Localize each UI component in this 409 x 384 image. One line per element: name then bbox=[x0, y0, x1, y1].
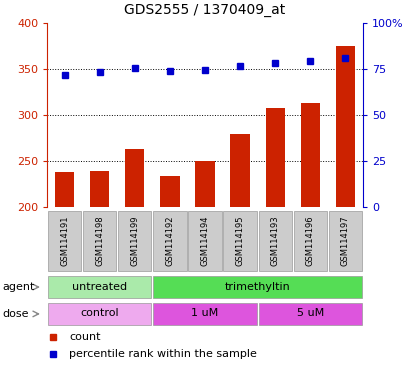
Text: 1 uM: 1 uM bbox=[191, 308, 218, 318]
Text: GDS2555 / 1370409_at: GDS2555 / 1370409_at bbox=[124, 3, 285, 17]
Text: percentile rank within the sample: percentile rank within the sample bbox=[69, 349, 256, 359]
Text: GSM114196: GSM114196 bbox=[305, 216, 314, 266]
Bar bbox=[258, 303, 361, 325]
Text: control: control bbox=[80, 308, 119, 318]
Text: count: count bbox=[69, 333, 101, 343]
Bar bbox=[160, 176, 179, 207]
Bar bbox=[48, 276, 151, 298]
Bar bbox=[335, 46, 354, 207]
Text: 5 uM: 5 uM bbox=[296, 308, 323, 318]
Bar bbox=[188, 210, 221, 271]
Bar bbox=[90, 171, 109, 207]
Bar bbox=[293, 210, 326, 271]
Text: GSM114199: GSM114199 bbox=[130, 216, 139, 266]
Text: GSM114197: GSM114197 bbox=[340, 216, 349, 266]
Bar bbox=[55, 172, 74, 207]
Bar bbox=[83, 210, 116, 271]
Bar bbox=[48, 303, 151, 325]
Text: GSM114193: GSM114193 bbox=[270, 216, 279, 266]
Text: dose: dose bbox=[2, 309, 29, 319]
Text: GSM114195: GSM114195 bbox=[235, 216, 244, 266]
Bar bbox=[125, 149, 144, 207]
Bar bbox=[230, 134, 249, 207]
Text: untreated: untreated bbox=[72, 281, 127, 291]
Text: GSM114192: GSM114192 bbox=[165, 216, 174, 266]
Text: agent: agent bbox=[2, 282, 34, 292]
Bar bbox=[265, 108, 284, 207]
Bar bbox=[300, 103, 319, 207]
Bar bbox=[223, 210, 256, 271]
Text: trimethyltin: trimethyltin bbox=[224, 281, 290, 291]
Bar bbox=[153, 303, 256, 325]
Bar bbox=[118, 210, 151, 271]
Text: GSM114198: GSM114198 bbox=[95, 216, 104, 266]
Bar bbox=[48, 210, 81, 271]
Bar bbox=[153, 276, 361, 298]
Bar bbox=[328, 210, 361, 271]
Bar bbox=[153, 210, 186, 271]
Text: GSM114194: GSM114194 bbox=[200, 216, 209, 266]
Bar bbox=[195, 161, 214, 207]
Bar bbox=[258, 210, 291, 271]
Text: GSM114191: GSM114191 bbox=[60, 216, 69, 266]
